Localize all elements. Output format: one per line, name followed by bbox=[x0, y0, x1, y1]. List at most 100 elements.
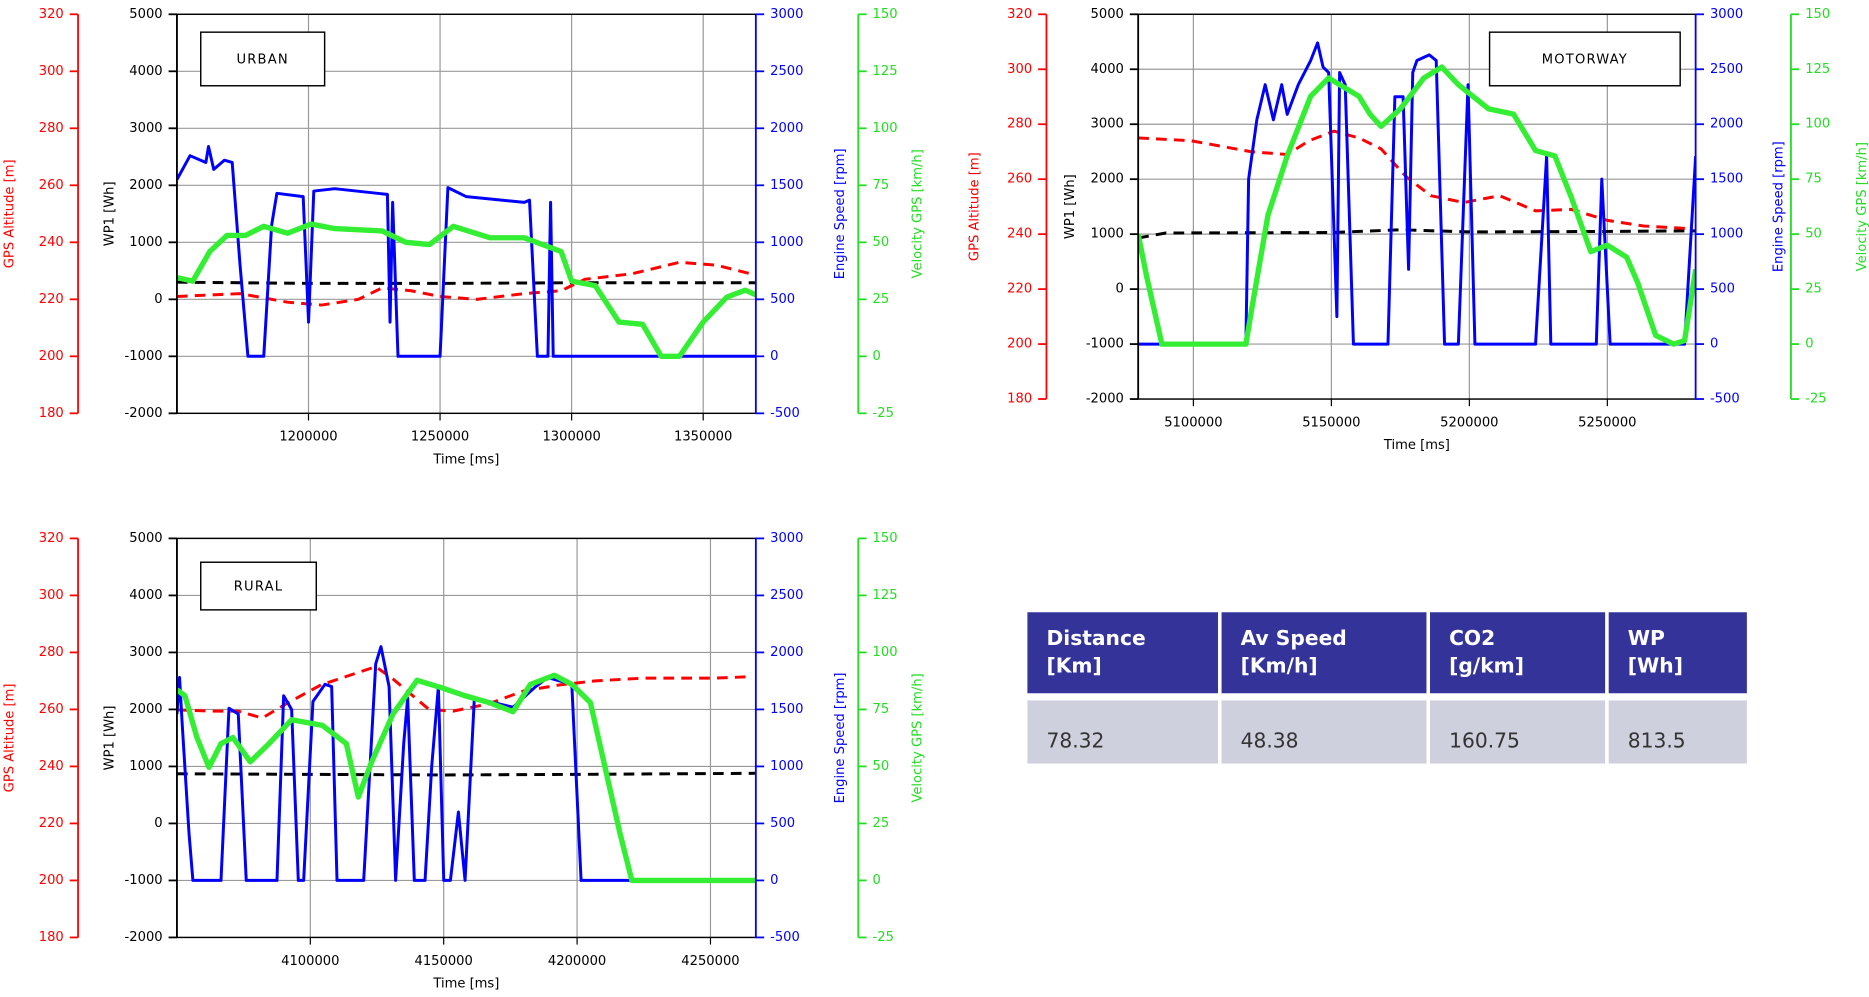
y-tick-label: 240 bbox=[39, 759, 64, 774]
y-axis-title: WP1 [Wh] bbox=[1063, 174, 1078, 239]
y-tick-label: -500 bbox=[770, 406, 800, 421]
y-tick-label: 150 bbox=[1805, 7, 1830, 22]
table-cell-text: 78.32 bbox=[1046, 729, 1104, 753]
y-tick-label: 320 bbox=[39, 7, 64, 22]
y-tick-label: 100 bbox=[1805, 117, 1830, 132]
y-tick-label: 1000 bbox=[770, 759, 803, 774]
y-tick-label: 5000 bbox=[129, 7, 162, 22]
y-tick-label: 2000 bbox=[1710, 117, 1743, 132]
y-tick-label: 200 bbox=[39, 349, 64, 364]
table-cell-text: 160.75 bbox=[1449, 729, 1520, 753]
table-header-text: Av Speed bbox=[1241, 626, 1347, 650]
table-cell-text: 813.5 bbox=[1628, 729, 1686, 753]
table-cell bbox=[1027, 700, 1218, 764]
y-tick-label: 2000 bbox=[1091, 172, 1124, 187]
chart-title: URBAN bbox=[236, 53, 288, 68]
x-tick-label: 1250000 bbox=[411, 430, 469, 445]
table-cell bbox=[1221, 700, 1427, 764]
y-tick-label: -1000 bbox=[125, 349, 163, 364]
y-tick-label: -25 bbox=[1805, 392, 1826, 407]
y-axis-title: WP1 [Wh] bbox=[103, 706, 118, 771]
y-tick-label: 0 bbox=[770, 873, 778, 888]
y-axis-title: Engine Speed [rpm] bbox=[1772, 141, 1787, 272]
y-tick-label: 0 bbox=[154, 292, 162, 307]
x-tick-label: 4100000 bbox=[281, 954, 339, 969]
y-tick-label: 180 bbox=[39, 930, 64, 945]
y-tick-label: 3000 bbox=[129, 121, 162, 136]
x-tick-label: 1300000 bbox=[542, 430, 600, 445]
table-header-cell bbox=[1027, 612, 1218, 694]
y-tick-label: 50 bbox=[1805, 227, 1822, 242]
y-tick-label: 3000 bbox=[770, 531, 803, 546]
table-header-text: [Wh] bbox=[1628, 654, 1683, 678]
x-tick-label: 5200000 bbox=[1440, 415, 1498, 430]
table-header-text: [g/km] bbox=[1449, 654, 1524, 678]
chart-title: RURAL bbox=[234, 580, 283, 595]
y-tick-label: 320 bbox=[39, 531, 64, 546]
y-axis-title: Engine Speed [rpm] bbox=[833, 672, 848, 803]
y-tick-label: 25 bbox=[873, 292, 890, 307]
y-tick-label: -25 bbox=[873, 406, 894, 421]
y-tick-label: 1500 bbox=[1710, 172, 1743, 187]
y-tick-label: 1000 bbox=[129, 759, 162, 774]
y-tick-label: 3000 bbox=[1091, 117, 1124, 132]
y-tick-label: 1500 bbox=[770, 178, 803, 193]
y-tick-label: 1000 bbox=[1091, 227, 1124, 242]
y-tick-label: 50 bbox=[873, 759, 890, 774]
title-box bbox=[1488, 31, 1681, 87]
y-tick-label: 300 bbox=[39, 64, 64, 79]
y-tick-label: 0 bbox=[873, 873, 881, 888]
y-tick-label: -2000 bbox=[1086, 392, 1124, 407]
y-tick-label: 1000 bbox=[1710, 227, 1743, 242]
y-tick-label: 260 bbox=[1007, 172, 1032, 187]
y-tick-label: 240 bbox=[1007, 227, 1032, 242]
y-tick-label: 280 bbox=[39, 645, 64, 660]
x-tick-label: 5100000 bbox=[1164, 415, 1222, 430]
y-tick-label: 100 bbox=[873, 121, 898, 136]
y-tick-label: 280 bbox=[1007, 117, 1032, 132]
table-cell bbox=[1608, 700, 1747, 764]
y-tick-label: 300 bbox=[39, 588, 64, 603]
y-tick-label: -1000 bbox=[125, 873, 163, 888]
y-tick-label: 260 bbox=[39, 702, 64, 717]
y-axis-title: Velocity GPS [km/h] bbox=[910, 149, 925, 278]
y-tick-label: 220 bbox=[39, 292, 64, 307]
x-tick-label: 4250000 bbox=[681, 954, 739, 969]
y-tick-label: 4000 bbox=[129, 588, 162, 603]
y-axis-title: GPS Altitude [m] bbox=[3, 159, 18, 268]
series-line bbox=[1138, 228, 1696, 240]
y-tick-label: 2000 bbox=[770, 121, 803, 136]
title-box bbox=[200, 561, 318, 611]
y-tick-label: -2000 bbox=[125, 406, 163, 421]
x-tick-label: 4150000 bbox=[415, 954, 473, 969]
x-axis-title: Time [ms] bbox=[432, 976, 499, 991]
y-tick-label: 125 bbox=[873, 64, 898, 79]
y-tick-label: 2500 bbox=[770, 64, 803, 79]
series-line bbox=[176, 280, 756, 285]
y-tick-label: 150 bbox=[873, 531, 898, 546]
table-header-text: Distance bbox=[1046, 626, 1145, 650]
y-tick-label: 0 bbox=[1805, 337, 1813, 352]
series-line bbox=[176, 665, 751, 720]
y-tick-label: 2500 bbox=[1710, 62, 1743, 77]
y-tick-label: 25 bbox=[1805, 282, 1822, 297]
table-header-text: CO2 bbox=[1449, 626, 1495, 650]
y-tick-label: 0 bbox=[154, 816, 162, 831]
y-tick-label: 200 bbox=[39, 873, 64, 888]
y-tick-label: 240 bbox=[39, 235, 64, 250]
y-tick-label: 500 bbox=[770, 292, 795, 307]
y-tick-label: 220 bbox=[1007, 282, 1032, 297]
x-tick-label: 1350000 bbox=[674, 430, 732, 445]
y-tick-label: 2000 bbox=[129, 702, 162, 717]
y-tick-label: 300 bbox=[1007, 62, 1032, 77]
y-tick-label: 0 bbox=[1710, 337, 1718, 352]
x-axis-title: Time [ms] bbox=[1383, 438, 1450, 453]
y-tick-label: 1500 bbox=[770, 702, 803, 717]
y-tick-label: 500 bbox=[770, 816, 795, 831]
y-tick-label: 75 bbox=[873, 178, 890, 193]
y-tick-label: 200 bbox=[1007, 337, 1032, 352]
y-tick-label: 25 bbox=[873, 816, 890, 831]
y-tick-label: -500 bbox=[1710, 392, 1740, 407]
